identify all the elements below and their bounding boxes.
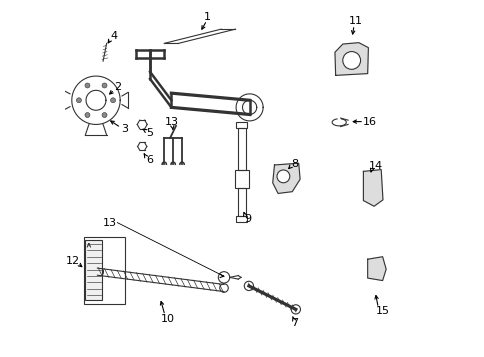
Polygon shape [363,170,382,206]
Circle shape [110,98,115,103]
Circle shape [102,112,107,117]
Text: 13: 13 [103,218,117,228]
Text: 9: 9 [244,215,251,225]
Text: 4: 4 [110,31,117,41]
Bar [84,237,125,304]
Text: 8: 8 [291,159,298,169]
Text: 15: 15 [376,306,390,316]
Circle shape [102,83,107,88]
Polygon shape [367,257,385,281]
Text: 13: 13 [164,117,178,127]
Text: 11: 11 [348,16,363,26]
Polygon shape [334,42,368,75]
Bar [85,240,102,300]
Polygon shape [272,163,300,193]
Text: 1: 1 [203,12,210,22]
Text: 6: 6 [146,155,152,165]
Text: 14: 14 [368,161,382,171]
Circle shape [342,51,360,69]
Text: 3: 3 [121,125,128,135]
Circle shape [276,170,289,183]
Circle shape [85,83,90,88]
Text: 12: 12 [65,256,79,266]
Bar [237,188,245,216]
Text: 10: 10 [161,314,174,324]
Text: 7: 7 [291,317,298,327]
Bar [234,170,248,188]
Circle shape [76,98,81,103]
Bar [236,216,247,222]
Text: 5: 5 [146,128,152,138]
Bar [236,122,247,128]
Text: 16: 16 [362,117,376,127]
Circle shape [85,112,90,117]
Bar [237,128,245,170]
Text: 2: 2 [114,82,121,92]
